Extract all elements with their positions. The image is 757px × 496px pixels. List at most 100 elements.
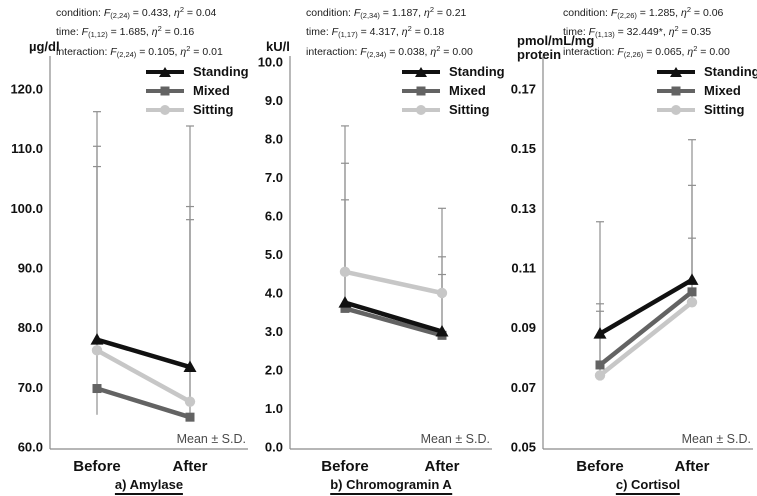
eta-exponent: 2	[436, 43, 441, 53]
eta-exponent: 2	[674, 24, 679, 34]
eta-symbol: η	[173, 7, 180, 19]
legend: Standing Mixed Sitting	[402, 62, 505, 119]
legend-item-sitting: Sitting	[657, 100, 757, 119]
legend-item-sitting: Sitting	[146, 100, 249, 119]
axes	[289, 56, 492, 450]
legend-label: Mixed	[704, 83, 741, 98]
y-tick-label: 0.15	[511, 141, 536, 156]
circle-marker	[184, 396, 196, 407]
y-tick-label: 10.0	[258, 55, 283, 70]
y-tick-label: 110.0	[11, 141, 43, 156]
y-tick-label: 6.0	[265, 209, 283, 224]
eta-exponent: 2	[179, 5, 184, 14]
f-symbol: F	[610, 7, 618, 19]
triangle-marker	[338, 296, 352, 308]
legend-item-standing: Standing	[657, 62, 757, 81]
x-category-label: After	[674, 458, 709, 475]
eta-exponent: 2	[429, 5, 434, 14]
f-symbol: F	[81, 26, 89, 39]
y-tick-label: 8.0	[265, 132, 283, 147]
panel-title: a) Amylase	[114, 477, 184, 495]
stats-block: condition: F(2,26) = 1.285, η2 = 0.06 tim…	[563, 3, 730, 61]
y-tick-label: 2.0	[265, 363, 283, 378]
f-symbol: F	[110, 45, 117, 58]
eta-exponent: 2	[186, 43, 191, 53]
x-category-label: After	[172, 458, 207, 475]
series-line-standing	[598, 277, 694, 336]
eta-symbol: η	[151, 26, 158, 39]
y-tick-labels: 0.05 0.07 0.09 0.11 0.13 0.15 0.17	[511, 82, 536, 455]
panel-amylase: condition: F(2,24) = 0.433, η2 = 0.04 tim…	[0, 0, 252, 496]
y-tick-label: 5.0	[265, 247, 283, 262]
y-axis-unit-label: pmol/mL/mg protein	[517, 33, 595, 62]
legend-label: Sitting	[704, 102, 745, 117]
df-subscript: (2,34)	[360, 11, 380, 20]
stat-line-time: time: F(1,12) = 1.685, η2 = 0.16	[56, 24, 195, 40]
legend-sample	[146, 104, 184, 116]
df-subscript: (2,26)	[617, 11, 637, 20]
triangle-marker	[593, 327, 607, 339]
square-marker	[687, 287, 697, 297]
series-line-mixed	[598, 290, 694, 367]
eta-exponent: 2	[693, 43, 698, 53]
panel-title: b) Chromogramin A	[330, 477, 452, 495]
triangle-marker	[435, 325, 449, 337]
y-tick-label: 80.0	[18, 320, 43, 335]
legend: Standing Mixed Sitting	[146, 62, 249, 119]
stat-line-time: time: F(1,13) = 32.449*, η2 = 0.35	[563, 24, 712, 40]
stat-line-interaction: interaction: F(2,34) = 0.038, η2 = 0.00	[306, 43, 473, 59]
y-tick-label: 60.0	[18, 440, 43, 455]
legend-label: Standing	[193, 64, 249, 79]
legend-label: Mixed	[449, 83, 486, 98]
series-standing	[338, 296, 449, 337]
series-standing	[90, 333, 197, 373]
y-tick-label: 90.0	[18, 261, 43, 276]
y-tick-label: 0.11	[511, 261, 536, 276]
triangle-marker	[685, 273, 699, 285]
df-subscript: (2,24)	[116, 49, 137, 59]
triangle-icon	[415, 66, 427, 77]
y-axis-unit-label: µg/dl	[29, 39, 60, 54]
f-symbol: F	[617, 45, 624, 58]
circle-marker	[594, 370, 606, 381]
y-tick-label: 1.0	[265, 401, 283, 416]
y-tick-label: 7.0	[265, 170, 283, 185]
square-marker	[92, 384, 102, 394]
stat-line-interaction: interaction: F(2,26) = 0.065, η2 = 0.00	[563, 43, 730, 59]
legend-label: Standing	[704, 64, 757, 79]
y-tick-label: 0.07	[511, 380, 536, 395]
y-tick-label: 4.0	[265, 286, 283, 301]
f-symbol: F	[331, 26, 339, 39]
mean-sd-note: Mean ± S.D.	[421, 432, 490, 446]
square-marker	[595, 360, 605, 370]
triangle-icon	[159, 66, 171, 77]
series-mixed	[340, 303, 447, 340]
df-subscript: (2,24)	[110, 11, 130, 20]
legend-sample	[657, 104, 695, 116]
legend-label: Mixed	[193, 83, 230, 98]
chart-svg: 0.0 1.0 2.0 3.0 4.0 5.0 6.0 7.0 8.0 9.0 10.0 Mean ±…	[258, 55, 492, 475]
x-category-label: Before	[321, 458, 369, 475]
legend-item-standing: Standing	[146, 62, 249, 81]
y-tick-label: 0.09	[511, 320, 536, 335]
stats-block: condition: F(2,24) = 0.433, η2 = 0.04 tim…	[56, 3, 223, 61]
y-axis-unit-label: kU/l	[266, 39, 290, 54]
series-line-standing	[96, 337, 191, 370]
legend: Standing Mixed Sitting	[657, 62, 757, 119]
series-sitting	[339, 266, 448, 299]
legend-label: Standing	[449, 64, 505, 79]
series-line-mixed	[96, 386, 191, 420]
mean-sd-note: Mean ± S.D.	[177, 432, 246, 446]
triangle-marker	[90, 333, 104, 345]
error-bars	[93, 111, 194, 418]
x-category-label: Before	[576, 458, 624, 475]
y-tick-label: 9.0	[265, 93, 283, 108]
circle-icon	[671, 104, 681, 115]
panel-chromogramin-a: condition: F(2,34) = 1.187, η2 = 0.21 tim…	[252, 0, 505, 496]
panel-title: c) Cortisol	[615, 477, 681, 495]
legend-sample	[402, 104, 440, 116]
eta-exponent: 2	[686, 5, 691, 14]
triangle-icon	[670, 66, 682, 77]
series-sitting	[91, 345, 196, 407]
